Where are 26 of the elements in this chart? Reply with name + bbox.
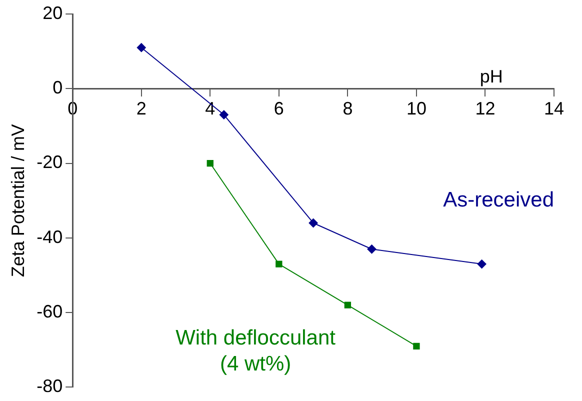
point [276, 260, 282, 268]
y-axis-title: Zeta Potential / mV [8, 124, 28, 278]
x-tick-label: 8 [342, 98, 353, 118]
x-tick-label: 14 [544, 98, 564, 118]
y-tick-label: 20 [42, 2, 63, 23]
x-tick-label: 2 [136, 98, 146, 118]
x-tick-label: 12 [475, 98, 496, 118]
point [308, 218, 318, 228]
y-tick-label: -80 [36, 376, 63, 396]
point [413, 342, 420, 350]
x-tick-label: 10 [406, 98, 426, 118]
x-tick-label: 4 [205, 98, 216, 118]
point [367, 244, 376, 254]
point [344, 302, 352, 308]
series-label: With deflocculant (4 wt%) [176, 326, 336, 376]
point [136, 43, 146, 52]
point [219, 110, 228, 120]
y-tick-label: 0 [52, 78, 63, 98]
x-axis-title: pH [480, 66, 503, 87]
y-tick-label: -20 [36, 152, 63, 172]
point [477, 260, 486, 269]
y-tick-label: -40 [36, 226, 63, 247]
x-tick-label: 6 [274, 98, 284, 118]
text: As-received [443, 188, 554, 212]
point [206, 160, 214, 167]
y-tick-label: -60 [36, 302, 63, 322]
